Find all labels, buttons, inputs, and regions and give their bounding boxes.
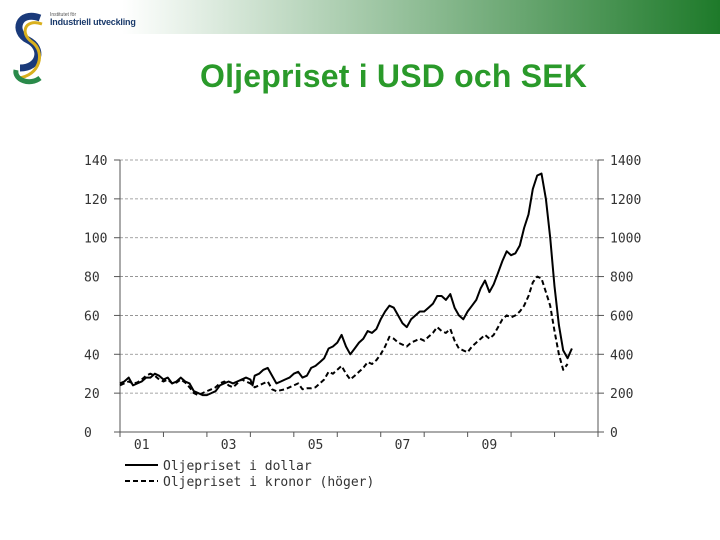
y-left-ticks: 0 20 40 60 80 100 120 140 bbox=[84, 154, 107, 441]
y-right-tick-label: 1200 bbox=[610, 193, 641, 208]
y-right-tick-label: 600 bbox=[610, 309, 633, 324]
y-right-ticks: 0 200 400 600 800 1000 1200 1400 bbox=[610, 154, 641, 441]
grid-lines bbox=[120, 159, 598, 394]
x-tick-label: 07 bbox=[395, 438, 411, 453]
logo bbox=[10, 10, 130, 90]
y-right-tick-label: 0 bbox=[610, 426, 618, 441]
y-right-tick-label: 200 bbox=[610, 387, 633, 402]
y-left-tick-label: 120 bbox=[84, 193, 107, 208]
y-right-tick-label: 1400 bbox=[610, 154, 641, 169]
legend-label: Oljepriset i kronor (höger) bbox=[163, 475, 374, 490]
x-tick-label: 05 bbox=[308, 438, 324, 453]
axis-frame bbox=[114, 159, 604, 437]
slide-title: Oljepriset i USD och SEK bbox=[200, 58, 588, 94]
y-left-tick-label: 40 bbox=[84, 348, 100, 363]
x-tick-label: 03 bbox=[221, 438, 237, 453]
y-left-tick-label: 80 bbox=[84, 271, 100, 286]
y-left-tick-label: 140 bbox=[84, 154, 107, 169]
y-left-tick-label: 0 bbox=[84, 426, 92, 441]
series-layer bbox=[119, 172, 573, 397]
y-left-tick-label: 100 bbox=[84, 232, 107, 247]
x-tick-label: 09 bbox=[482, 438, 498, 453]
y-left-tick-label: 60 bbox=[84, 309, 100, 324]
header-gradient-bar bbox=[122, 0, 720, 34]
series-line-usd bbox=[119, 172, 573, 397]
y-right-tick-label: 400 bbox=[610, 348, 633, 363]
logo-caption-bottom: Industriell utveckling bbox=[50, 17, 136, 27]
x-ticks: 01 03 05 07 09 bbox=[134, 438, 497, 453]
logo-caption-top: Institutet för bbox=[50, 12, 77, 18]
legend-label: Oljepriset i dollar bbox=[163, 459, 312, 474]
y-right-tick-label: 1000 bbox=[610, 232, 641, 247]
y-left-tick-label: 20 bbox=[84, 387, 100, 402]
logo-mark bbox=[13, 12, 43, 85]
series-line-sek bbox=[119, 275, 569, 397]
y-right-tick-label: 800 bbox=[610, 271, 633, 286]
x-tick-label: 01 bbox=[134, 438, 150, 453]
